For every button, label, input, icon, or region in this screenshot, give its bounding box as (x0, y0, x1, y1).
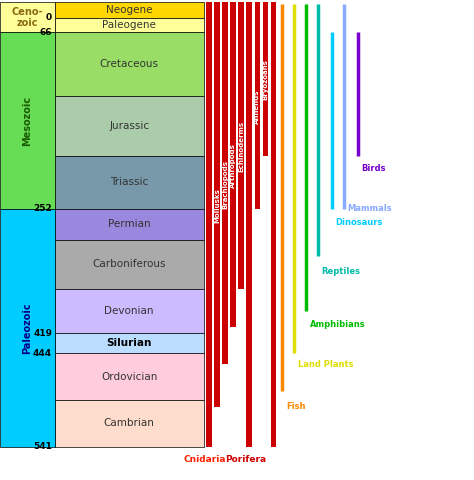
Bar (246, 2, 252, 447)
Text: Paleogene: Paleogene (102, 20, 156, 30)
Text: Mesozoic: Mesozoic (22, 96, 32, 146)
Bar (222, 364, 228, 447)
Bar (238, 289, 244, 447)
Text: Cambrian: Cambrian (104, 419, 155, 428)
Bar (55, 289, 204, 333)
Text: Permian: Permian (108, 219, 150, 229)
Text: Brachiopods: Brachiopods (222, 160, 228, 209)
Bar (214, 2, 220, 447)
Bar (230, 2, 236, 447)
Bar (0, 2, 55, 33)
Bar (55, 333, 204, 353)
Text: 0: 0 (46, 13, 52, 22)
Text: Porifera: Porifera (226, 455, 266, 464)
Bar (55, 400, 204, 447)
Bar (55, 96, 204, 156)
Text: Cnidaria: Cnidaria (183, 455, 226, 464)
Text: Fish: Fish (286, 402, 305, 411)
Text: Jurassic: Jurassic (109, 120, 149, 131)
Text: Birds: Birds (362, 164, 386, 173)
Text: Carboniferous: Carboniferous (92, 260, 166, 269)
Bar (0, 209, 55, 447)
Bar (55, 33, 204, 96)
Bar (55, 2, 204, 18)
Bar (0, 33, 55, 209)
Text: Neogene: Neogene (106, 5, 153, 15)
Bar (263, 156, 268, 447)
Text: Echinoderms: Echinoderms (238, 121, 244, 172)
Bar (238, 2, 244, 447)
Text: Mammals: Mammals (347, 204, 392, 214)
Text: Cretaceous: Cretaceous (100, 59, 159, 69)
Bar (55, 353, 204, 400)
Bar (55, 156, 204, 209)
Bar (263, 2, 268, 447)
Text: Amphibians: Amphibians (310, 320, 365, 329)
Text: Paleozoic: Paleozoic (22, 302, 32, 354)
Text: 252: 252 (33, 204, 52, 214)
Text: Bryozoans: Bryozoans (263, 60, 268, 100)
Bar (214, 407, 220, 447)
Bar (55, 18, 204, 33)
Bar (255, 209, 260, 447)
Text: Triassic: Triassic (110, 177, 148, 187)
Text: 419: 419 (33, 329, 52, 338)
Text: Arthropods: Arthropods (230, 143, 236, 188)
Text: Silurian: Silurian (107, 338, 152, 348)
Bar (55, 209, 204, 240)
Text: Land Plants: Land Plants (298, 360, 353, 369)
Text: 444: 444 (33, 349, 52, 358)
Bar (206, 2, 212, 447)
Bar (222, 2, 228, 447)
Bar (230, 327, 236, 447)
Text: Devonian: Devonian (104, 306, 154, 316)
Text: Dinosaurs: Dinosaurs (336, 218, 383, 227)
Text: Mollusks: Mollusks (214, 188, 220, 223)
Bar (271, 2, 276, 447)
Text: 541: 541 (33, 442, 52, 451)
Text: Annelids: Annelids (255, 89, 260, 124)
Text: 66: 66 (40, 28, 52, 37)
Text: Reptiles: Reptiles (321, 266, 360, 276)
Text: Ordovician: Ordovician (101, 372, 157, 382)
Bar (55, 240, 204, 289)
Bar (255, 2, 260, 447)
Text: Ceno-
zoic: Ceno- zoic (11, 7, 43, 28)
